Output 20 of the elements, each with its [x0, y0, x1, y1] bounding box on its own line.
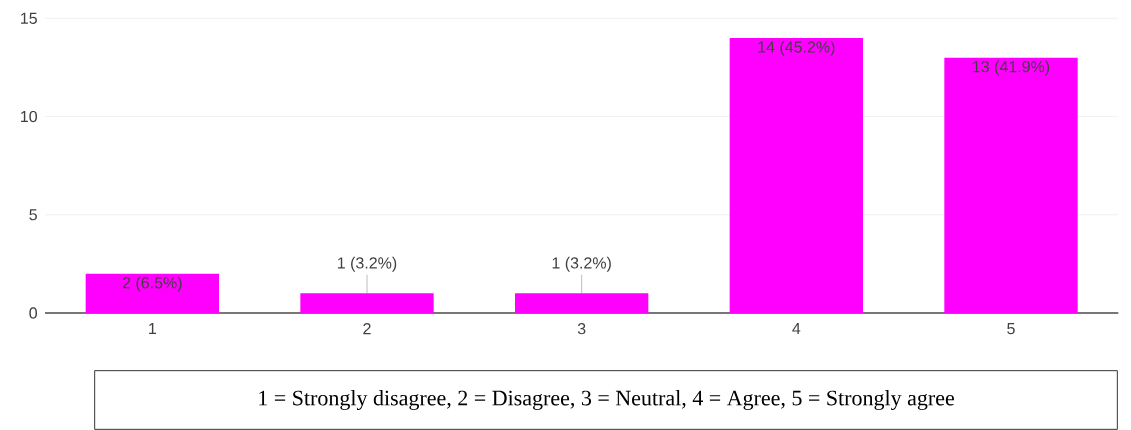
x-tick-label: 3: [577, 323, 586, 335]
y-tick-label: 0: [29, 307, 38, 319]
y-tick-label: 10: [21, 110, 38, 123]
x-tick-label: 5: [1007, 323, 1015, 335]
y-tick-label: 15: [21, 12, 37, 24]
bar: [85, 273, 220, 313]
data-label: 13 (41.9%): [973, 60, 1050, 76]
text: 1 = Strongly disagree, 2 = Disagree, 3 = Neutral, 4 = Agree, 5 = Strongly agree: [259, 389, 954, 411]
x-tick-label: 2: [363, 323, 371, 335]
data-label: 1 (3.2%): [337, 256, 397, 272]
x-tick-label: 4: [792, 323, 801, 335]
bar: [300, 293, 434, 313]
bar: [515, 293, 649, 313]
data-label: 14 (45.2%): [758, 40, 835, 56]
data-label: 2 (6.5%): [122, 276, 182, 292]
x-tick-label: 1: [149, 323, 156, 335]
y-tick-label: 5: [29, 209, 37, 221]
bar: [729, 37, 863, 313]
bar: [944, 57, 1078, 313]
data-label: 1 (3.2%): [552, 256, 611, 272]
